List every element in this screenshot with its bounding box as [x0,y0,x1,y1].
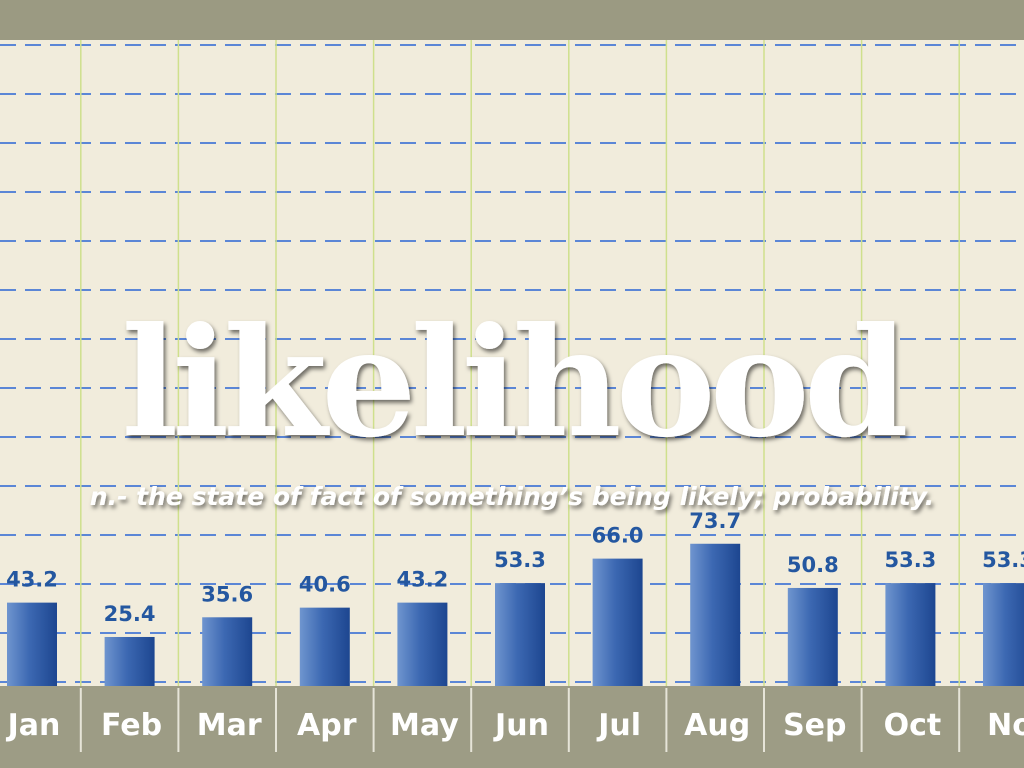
value-label: 66.0 [592,524,644,548]
x-tick-label: Jul [596,708,641,743]
bar [299,607,350,686]
x-tick-label: Apr [297,708,357,743]
slide-title: likelihood [121,295,905,471]
bar [885,583,936,686]
x-tick-label: Feb [101,708,162,743]
bar [202,617,253,686]
value-label: 53.3 [494,548,546,572]
value-label: 25.4 [104,602,156,626]
value-label: 53.3 [884,548,936,572]
slide-subtitle: n.- the state of fact of something’s bei… [90,482,934,511]
bar [983,583,1024,686]
bar [592,558,643,686]
bar [104,636,155,686]
value-label: 40.6 [299,573,351,597]
category-band [0,686,1024,768]
x-tick-label: Jun [493,708,549,743]
bars: 43.2 Jan 25.4 Feb 35.6 Mar 40.6 Apr 43.2 May 53.3 J… [6,509,1024,752]
bar [690,543,741,686]
x-tick-label: May [390,708,459,743]
x-tick-label: No [987,708,1024,743]
bar [7,602,57,686]
x-tick-label: Jan [6,708,61,743]
x-tick-label: Sep [783,708,846,743]
value-label: 73.7 [689,509,741,533]
value-label: 43.2 [396,568,448,592]
bar [787,587,838,686]
bar [495,583,545,686]
value-label: 35.6 [201,582,253,606]
value-label: 43.2 [6,568,58,592]
top-band [0,0,1024,40]
x-tick-label: Aug [684,708,750,743]
value-label: 53.3 [982,548,1024,572]
x-tick-label: Oct [884,708,942,743]
x-tick-label: Mar [197,708,262,743]
value-label: 50.8 [787,553,839,577]
bar [397,602,448,686]
